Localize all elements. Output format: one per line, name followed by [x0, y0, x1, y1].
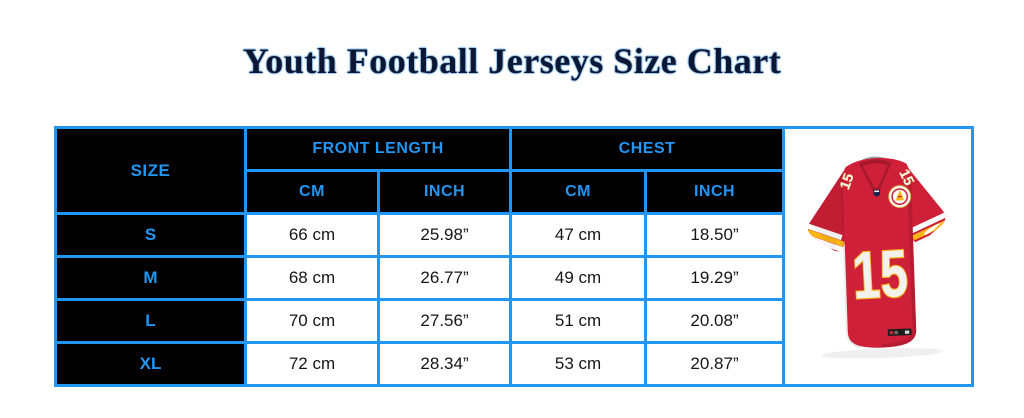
- nfl-shield-logo: [873, 189, 881, 197]
- chest-inch: 19.29”: [644, 255, 786, 301]
- jersey-right-shoulder-number: 15: [895, 167, 916, 188]
- chest-cm: 49 cm: [509, 255, 648, 301]
- jersey-left-shoulder-number: 15: [837, 171, 857, 191]
- table-row-s: S 66 cm 25.98” 47 cm 18.50”: [54, 212, 973, 258]
- chest-cm: 51 cm: [509, 298, 648, 344]
- size-table: SIZE FRONT LENGTH CHEST: [54, 126, 975, 387]
- header-chest-cm: CM: [509, 169, 648, 215]
- size-label: XL: [54, 341, 247, 387]
- chest-cm: 47 cm: [509, 212, 648, 258]
- header-chest: CHEST: [509, 126, 786, 172]
- size-label: M: [54, 255, 247, 301]
- page-title: Youth Football Jerseys Size Chart: [242, 41, 782, 81]
- header-front-cm: CM: [244, 169, 380, 215]
- header-size: SIZE: [54, 126, 247, 215]
- jersey-photo: 15 15 15: [782, 126, 975, 387]
- size-chart: SIZE FRONT LENGTH CHEST: [54, 126, 975, 387]
- header-chest-inch: INCH: [644, 169, 786, 215]
- table-row-m: M 68 cm 26.77” 49 cm 19.29”: [54, 255, 973, 301]
- front-length-cm: 68 cm: [244, 255, 380, 301]
- front-length-cm: 66 cm: [244, 212, 380, 258]
- header-front-inch: INCH: [376, 169, 513, 215]
- jersey-chest-number: 15: [851, 237, 910, 314]
- jersey-shading-left: [840, 177, 862, 349]
- jersey-shadow: [821, 348, 943, 359]
- front-length-cm: 70 cm: [244, 298, 380, 344]
- front-length-inch: 25.98”: [376, 212, 513, 258]
- chest-inch: 18.50”: [644, 212, 786, 258]
- chest-inch: 20.87”: [644, 341, 786, 387]
- jersey-shading: [881, 173, 917, 348]
- table-row-xl: XL 72 cm 28.34” 53 cm 20.87”: [54, 341, 973, 387]
- front-length-cm: 72 cm: [244, 341, 380, 387]
- header-front-length: FRONT LENGTH: [243, 126, 513, 172]
- table-header-row-2: CM INCH CM INCH: [56, 169, 973, 215]
- table-header-row-1: SIZE FRONT LENGTH CHEST: [54, 126, 975, 387]
- size-label: L: [54, 298, 247, 344]
- front-length-inch: 27.56”: [376, 298, 513, 344]
- table-row-l: L 70 cm 27.56” 51 cm 20.08”: [54, 298, 973, 344]
- chest-inch: 20.08”: [644, 298, 786, 344]
- team-patch: [888, 185, 912, 211]
- swoosh-icon: [924, 222, 942, 235]
- front-length-inch: 26.77”: [376, 255, 513, 301]
- jersey-collar-inner: [862, 163, 888, 189]
- chest-cm: 53 cm: [509, 341, 648, 387]
- jersey-hem-tag: [887, 328, 912, 336]
- jersey-image: 15 15 15: [805, 156, 947, 359]
- size-label: S: [54, 212, 247, 258]
- front-length-inch: 28.34”: [376, 341, 513, 387]
